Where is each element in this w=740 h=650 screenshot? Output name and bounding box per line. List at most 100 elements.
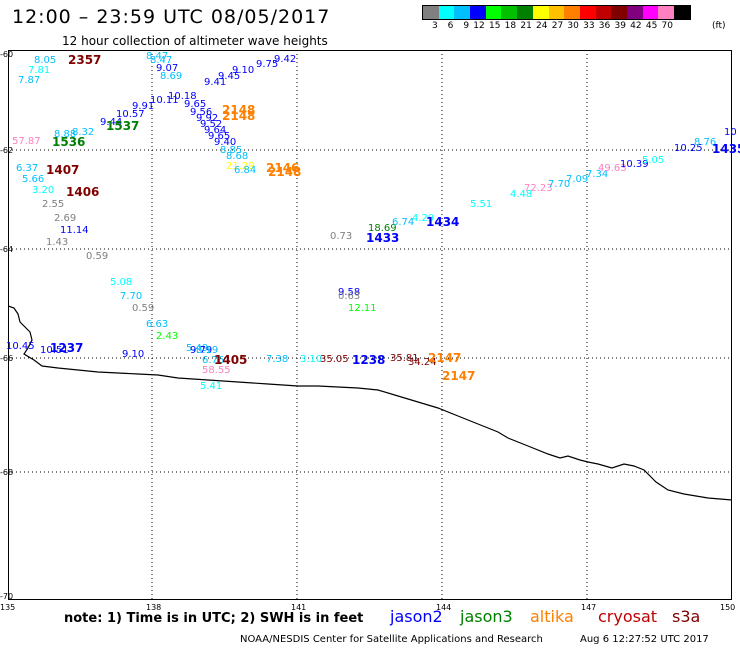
wave-height-value: 5.05 — [642, 155, 665, 166]
wave-height-value: 10.39 — [620, 159, 649, 170]
wave-height-value: 10.57 — [116, 109, 145, 120]
credit-line: NOAA/NESDIS Center for Satellite Applica… — [240, 634, 543, 645]
satellite-name-cryosat: cryosat — [598, 607, 658, 626]
wave-height-value: 9.58 — [338, 287, 361, 298]
pass-time: 1238 — [352, 353, 386, 367]
wave-height-value: 9.79 — [190, 345, 213, 356]
wave-height-value: 7.70 — [548, 179, 571, 190]
wave-height-value: 9.65 — [208, 131, 231, 142]
wave-height-value: 6.37 — [16, 163, 39, 174]
generated-timestamp: Aug 6 12:27:52 UTC 2017 — [580, 634, 709, 645]
wave-height-value: 7.70 — [120, 291, 143, 302]
legend-label: 15 — [488, 21, 501, 31]
legend-label: 6 — [447, 21, 454, 31]
pass-time: 1435 — [712, 142, 740, 156]
wave-height-value: 9.75 — [256, 59, 279, 70]
wave-height-value: 9.44 — [100, 117, 123, 128]
wave-height-value: 12.11 — [348, 303, 377, 314]
satellite-name-s3a: s3a — [672, 607, 701, 626]
wave-height-value: 10.25 — [674, 143, 703, 154]
pass-time: 1536 — [52, 135, 86, 149]
legend-swatch — [611, 6, 627, 19]
wave-height-value: 3.10 — [300, 354, 323, 365]
longitude-label: 138 — [146, 603, 162, 612]
satellite-name-jason2: jason2 — [390, 607, 443, 626]
wave-height-value: 10.51 — [40, 345, 69, 356]
legend-swatch — [579, 6, 596, 19]
wave-height-value: 9.64 — [204, 125, 227, 136]
longitude-label: 135 — [0, 603, 16, 612]
legend-label: 30 — [567, 21, 579, 31]
wave-height-value: 21.29 — [226, 161, 255, 172]
legend-swatch — [564, 6, 580, 19]
wave-height-value: 49.63 — [598, 163, 627, 174]
wave-height-value: 4.29 — [412, 213, 435, 224]
wave-height-value: 35.05 — [320, 354, 349, 365]
wave-height-value: 0.63 — [338, 291, 361, 302]
legend-label: 21 — [520, 21, 532, 31]
legend-swatch — [595, 6, 612, 19]
legend-label: 33 — [583, 21, 595, 31]
legend-label: 12 — [473, 21, 485, 31]
map-title: 12:00 – 23:59 UTC 08/05/2017 — [12, 6, 331, 28]
pass-time: 2148 — [222, 109, 256, 123]
latitude-label: -66 — [0, 354, 14, 363]
pass-time: 2148 — [268, 165, 302, 179]
pass-time: 2147 — [442, 369, 476, 383]
legend-swatch — [626, 6, 643, 19]
wave-height-value: 7.38 — [266, 354, 289, 365]
wave-height-value: 9.40 — [214, 137, 237, 148]
legend-swatch — [532, 6, 549, 19]
wave-height-value: 9.42 — [274, 54, 297, 65]
legend-swatch — [548, 6, 565, 19]
wave-height-value: 8.47 — [150, 55, 173, 66]
wave-height-value: 8.32 — [72, 127, 95, 138]
map-area — [8, 50, 732, 600]
color-legend — [422, 5, 691, 20]
color-legend-labels: 3 6 9 12 15 18 21 24 27 30 33 36 39 42 45 70 — [422, 21, 673, 31]
wave-height-value: 7.34 — [586, 169, 609, 180]
map-border — [8, 50, 732, 600]
pass-time: 1405 — [214, 353, 248, 367]
wave-height-value: 3.20 — [32, 185, 55, 196]
wave-height-value: 4.48 — [510, 189, 533, 200]
wave-height-value: 9.45 — [218, 71, 241, 82]
longitude-label: 141 — [291, 603, 307, 612]
wave-height-value: 7.81 — [28, 65, 51, 76]
wave-height-value: 10.11 — [150, 95, 179, 106]
longitude-label: 144 — [436, 603, 452, 612]
legend-swatch — [517, 6, 533, 19]
pass-time: 2147 — [428, 351, 462, 365]
legend-swatch — [423, 6, 439, 19]
legend-swatch — [658, 6, 674, 19]
wave-height-value: 9.10 — [122, 349, 145, 360]
wave-height-value: 5.08 — [110, 277, 133, 288]
wave-height-value: 5.66 — [22, 174, 45, 185]
wave-height-value: 8.85 — [220, 145, 243, 156]
pass-time: 1537 — [106, 119, 140, 133]
pass-time: 2357 — [68, 53, 102, 67]
wave-height-value: 0.73 — [330, 231, 353, 242]
legend-label: 27 — [551, 21, 564, 31]
wave-height-value: 1.43 — [46, 237, 69, 248]
wave-height-value: 8.88 — [54, 129, 77, 140]
legend-label: 36 — [598, 21, 611, 31]
longitude-label: 150 — [720, 603, 736, 612]
satellite-name-jason3: jason3 — [460, 607, 513, 626]
wave-height-value: 2.55 — [42, 199, 65, 210]
wave-height-value: 0.59 — [132, 303, 155, 314]
legend-swatch — [642, 6, 659, 19]
wave-height-value: 8.47 — [146, 51, 169, 62]
latitude-label: -70 — [0, 592, 14, 601]
wave-height-value: 0.59 — [86, 251, 109, 262]
wave-height-value: 35.81 — [390, 353, 419, 364]
map-subtitle: 12 hour collection of altimeter wave hei… — [62, 34, 328, 48]
wave-height-value: 7.09 — [566, 174, 589, 185]
legend-label: 70 — [661, 21, 673, 31]
wave-height-value: 8.69 — [160, 71, 183, 82]
pass-time: 2146 — [266, 161, 300, 175]
wave-height-value: 2.69 — [54, 213, 77, 224]
legend-label: 39 — [614, 21, 626, 31]
wave-height-value: 5.41 — [200, 381, 223, 392]
legend-swatch — [438, 6, 455, 19]
